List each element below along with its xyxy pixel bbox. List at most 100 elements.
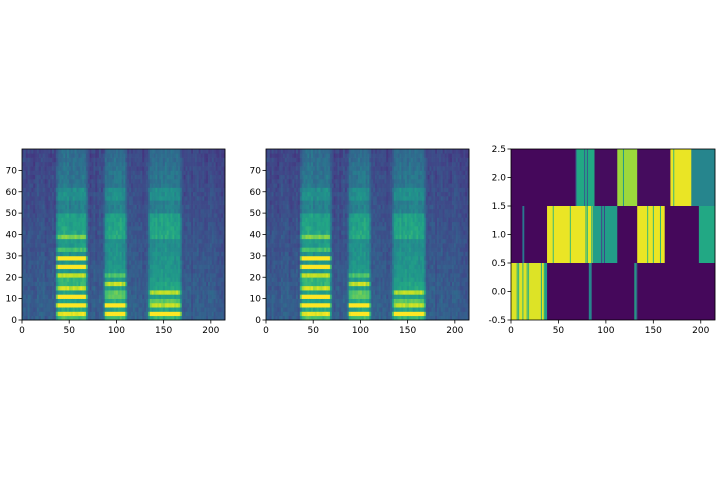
heatmap-cell <box>183 277 186 282</box>
heatmap-cell <box>273 157 276 163</box>
heatmap-cell <box>213 294 216 299</box>
heatmap-cell <box>112 234 115 240</box>
heatmap-cell <box>179 238 183 244</box>
heatmap-cell <box>95 290 98 295</box>
heatmap-cell <box>44 268 47 274</box>
heatmap-cell <box>110 174 113 180</box>
heatmap-cell <box>40 161 44 167</box>
heatmap-cell <box>292 251 295 257</box>
heatmap-cell <box>29 260 32 265</box>
heatmap-cell <box>189 217 192 223</box>
heatmap-cell <box>170 268 173 274</box>
heatmap-cell <box>149 290 153 295</box>
heatmap-cell <box>208 264 211 270</box>
heatmap-cell <box>82 311 85 317</box>
heatmap-cell <box>211 174 215 180</box>
heatmap-cell <box>65 221 68 227</box>
heatmap-cell <box>93 213 96 218</box>
heatmap-cell <box>267 178 271 184</box>
heatmap-cell <box>61 174 64 180</box>
heatmap-cell <box>211 200 215 205</box>
heatmap-cell <box>185 260 188 265</box>
heatmap-cell <box>112 191 115 197</box>
heatmap-cell <box>136 281 139 287</box>
heatmap-cell <box>29 268 32 274</box>
heatmap-cell <box>161 294 164 299</box>
heatmap-cell <box>286 166 289 171</box>
heatmap-cell <box>53 247 57 252</box>
heatmap-cell <box>294 157 297 163</box>
heatmap-cell <box>104 260 107 265</box>
heatmap-cell <box>82 196 85 201</box>
heatmap-cell <box>132 174 136 180</box>
heatmap-cell <box>149 238 153 244</box>
heatmap-cell <box>85 174 89 180</box>
heatmap-cell <box>134 196 138 201</box>
heatmap-cell <box>138 196 141 201</box>
heatmap-cell <box>281 217 284 223</box>
heatmap-cell <box>114 225 117 231</box>
heatmap-cell <box>202 247 205 252</box>
heatmap-cell <box>179 149 183 154</box>
heatmap-cell <box>290 238 293 244</box>
heatmap-cell <box>144 183 147 188</box>
heatmap-cell <box>162 251 166 257</box>
heatmap-cell <box>72 217 75 223</box>
heatmap-cell <box>114 260 117 265</box>
heatmap-cell <box>282 225 286 231</box>
heatmap-cell <box>140 183 143 188</box>
x-tick-label: 0 <box>19 326 25 336</box>
heatmap-cell <box>131 174 134 180</box>
heatmap-cell <box>76 230 79 235</box>
heatmap-cell <box>84 200 87 205</box>
heatmap-cell <box>290 272 293 278</box>
heatmap-cell <box>271 166 274 171</box>
heatmap-cell <box>146 208 149 214</box>
heatmap-cell <box>172 234 175 240</box>
heatmap-cell <box>223 149 226 154</box>
heatmap-cell <box>146 187 149 193</box>
heatmap-cell <box>294 200 297 205</box>
heatmap-cell <box>221 264 224 270</box>
heatmap-cell <box>187 285 190 291</box>
heatmap-cell <box>159 243 162 248</box>
heatmap-cell <box>42 302 45 308</box>
heatmap-cell <box>35 302 38 308</box>
heatmap-cell <box>78 225 81 231</box>
heatmap-cell <box>174 294 177 299</box>
heatmap-cell <box>211 234 215 240</box>
heatmap-cell <box>70 260 74 265</box>
heatmap-cell <box>149 264 153 270</box>
heatmap-cell <box>84 225 87 231</box>
heatmap-cell <box>27 255 30 261</box>
heatmap-cell <box>147 217 151 223</box>
heatmap-cell <box>80 196 83 201</box>
heatmap-cell <box>121 196 124 201</box>
heatmap-cell <box>95 221 98 227</box>
heatmap-cell <box>204 272 207 278</box>
heatmap-cell <box>106 178 109 184</box>
heatmap-cell <box>82 183 85 188</box>
heatmap-cell <box>155 149 158 154</box>
heatmap-cell <box>100 157 104 163</box>
heatmap-cell <box>157 187 160 193</box>
heatmap-cell <box>40 311 44 317</box>
heatmap-cell <box>89 183 92 188</box>
heatmap-cell <box>281 272 284 278</box>
heatmap-cell <box>209 166 213 171</box>
heatmap-cell <box>221 225 224 231</box>
heatmap-cell <box>267 268 271 274</box>
heatmap-cell <box>178 281 181 287</box>
heatmap-cell <box>102 217 106 223</box>
heatmap-cell <box>284 307 288 312</box>
heatmap-cell <box>136 311 139 317</box>
heatmap-cell <box>44 285 47 291</box>
heatmap-cell <box>288 217 291 223</box>
heatmap-cell <box>97 161 100 167</box>
heatmap-cell <box>38 268 42 274</box>
heatmap-cell <box>217 200 220 205</box>
heatmap-cell <box>38 307 42 312</box>
heatmap-cell <box>294 238 297 244</box>
heatmap-cell <box>204 157 207 163</box>
heatmap-cell <box>59 161 62 167</box>
